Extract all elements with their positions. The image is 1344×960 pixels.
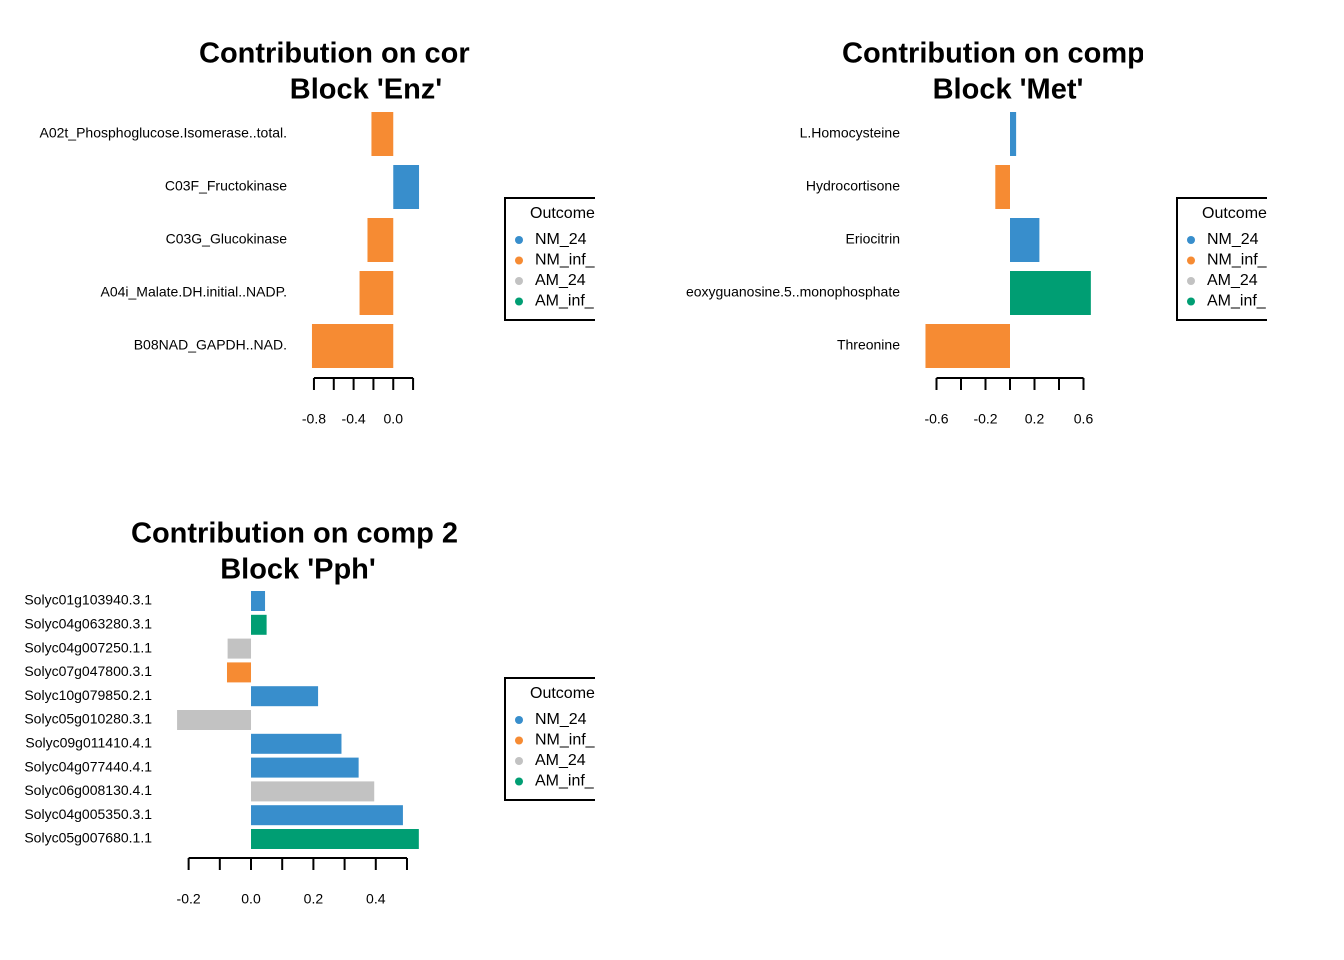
x-tick-label: 0.4 <box>366 891 386 907</box>
category-label: Solyc07g047800.3.1 <box>24 663 152 679</box>
chart-title: Contribution on comp 2 <box>131 518 458 550</box>
legend-marker <box>515 757 523 765</box>
x-tick-label: 0.6 <box>1074 411 1094 427</box>
bar <box>251 733 342 754</box>
legend-label: NM_inf_ <box>535 732 596 749</box>
x-tick-label: -0.4 <box>342 411 366 427</box>
title-group: Contribution on cor <box>199 38 470 70</box>
x-tick-label: 0.2 <box>1025 411 1045 427</box>
category-label: Solyc01g103940.3.1 <box>24 592 152 608</box>
bar <box>393 165 420 209</box>
category-label: Solyc10g079850.2.1 <box>24 687 152 703</box>
legend-marker <box>515 236 523 244</box>
legend-label: AM_24 <box>1207 272 1258 289</box>
category-label: A02t_Phosphoglucose.Isomerase..total. <box>40 125 288 141</box>
chart-title: Contribution on cor <box>199 38 470 70</box>
legend-marker <box>515 277 523 285</box>
bar <box>177 710 252 730</box>
bar <box>311 324 394 368</box>
category-label: Solyc04g063280.3.1 <box>24 616 152 632</box>
bar <box>251 805 403 826</box>
legend-marker <box>515 297 523 306</box>
bar <box>995 165 1010 209</box>
legend-marker <box>515 736 523 745</box>
legend: Outcome NM_24 NM_inf_ AM_24 AM_inf_ <box>504 677 596 801</box>
legend-marker <box>515 777 523 786</box>
chart-subtitle: Block 'Enz' <box>290 74 442 106</box>
chart-subtitle: Block 'Met' <box>933 74 1084 106</box>
bar <box>251 686 319 707</box>
category-label: Solyc09g011410.4.1 <box>25 735 152 751</box>
category-label: eoxyguanosine.5..monophosphate <box>686 284 900 300</box>
bar <box>1010 112 1017 156</box>
legend-label: AM_24 <box>535 272 586 289</box>
category-label: C03F_Fructokinase <box>165 178 287 194</box>
x-tick-label: -0.2 <box>973 411 997 427</box>
category-label: Hydrocortisone <box>806 178 900 194</box>
legend-label: AM_inf_ <box>1207 293 1267 310</box>
x-tick-label: -0.8 <box>302 411 326 427</box>
category-label: A04i_Malate.DH.initial..NADP. <box>101 284 288 300</box>
legend-label: NM_24 <box>1207 231 1259 248</box>
bar <box>251 757 359 778</box>
bar <box>925 324 1010 368</box>
title-group: Contribution on comp 2 <box>131 518 458 550</box>
legend: Outcome NM_24 NM_inf_ AM_24 AM_inf_ <box>504 197 596 321</box>
legend-marker <box>515 256 523 265</box>
category-label: Threonine <box>837 337 900 353</box>
legend-title: Outcome <box>530 685 595 702</box>
legend-label: NM_inf_ <box>535 252 596 269</box>
bar <box>251 591 266 611</box>
legend-marker <box>1187 236 1195 244</box>
category-label: C03G_Glucokinase <box>166 231 288 247</box>
category-label: Solyc05g010280.3.1 <box>24 711 152 727</box>
chart-title: Contribution on comp <box>842 38 1145 70</box>
category-label: Eriocitrin <box>846 231 900 247</box>
bar <box>227 638 252 659</box>
x-tick-label: 0.2 <box>304 891 324 907</box>
x-tick-label: -0.2 <box>177 891 201 907</box>
legend-label: AM_24 <box>535 752 586 769</box>
x-tick-label: 0.0 <box>384 411 404 427</box>
panel: Contribution on cor Block 'Enz' A02t_Phosp… <box>40 38 596 427</box>
bar <box>251 781 375 802</box>
legend-label: NM_inf_ <box>1207 252 1268 269</box>
legend-marker <box>1187 256 1195 265</box>
bar <box>251 829 419 849</box>
legend-label: NM_24 <box>535 711 587 728</box>
category-label: Solyc05g007680.1.1 <box>24 830 152 846</box>
chart-subtitle: Block 'Pph' <box>220 554 376 586</box>
legend-label: AM_inf_ <box>535 773 595 790</box>
category-label: Solyc04g077440.4.1 <box>24 758 152 774</box>
legend-title: Outcome <box>530 205 595 222</box>
category-label: L.Homocysteine <box>800 125 901 141</box>
bar <box>1010 271 1091 315</box>
bar <box>251 614 267 635</box>
category-label: Solyc06g008130.4.1 <box>24 782 152 798</box>
category-label: B08NAD_GAPDH..NAD. <box>134 337 287 353</box>
category-label: Solyc04g005350.3.1 <box>24 806 152 822</box>
legend-title: Outcome <box>1202 205 1267 222</box>
panel: Contribution on comp 2 Block 'Pph' Solyc01… <box>24 518 596 907</box>
panel: Contribution on comp Block 'Met' L.Homocys… <box>686 38 1268 427</box>
bar <box>1010 218 1040 262</box>
legend: Outcome NM_24 NM_inf_ AM_24 AM_inf_ <box>1176 197 1268 321</box>
legend-marker <box>1187 277 1195 285</box>
bar <box>371 112 394 156</box>
legend-marker <box>515 716 523 724</box>
category-label: Solyc04g007250.1.1 <box>24 639 152 655</box>
x-tick-label: -0.6 <box>924 411 948 427</box>
legend-marker <box>1187 297 1195 306</box>
legend-label: NM_24 <box>535 231 587 248</box>
bar <box>359 271 394 315</box>
legend-label: AM_inf_ <box>535 293 595 310</box>
bar <box>226 662 252 683</box>
bar <box>367 218 394 262</box>
title-group: Contribution on comp <box>842 38 1145 70</box>
x-tick-label: 0.0 <box>241 891 261 907</box>
